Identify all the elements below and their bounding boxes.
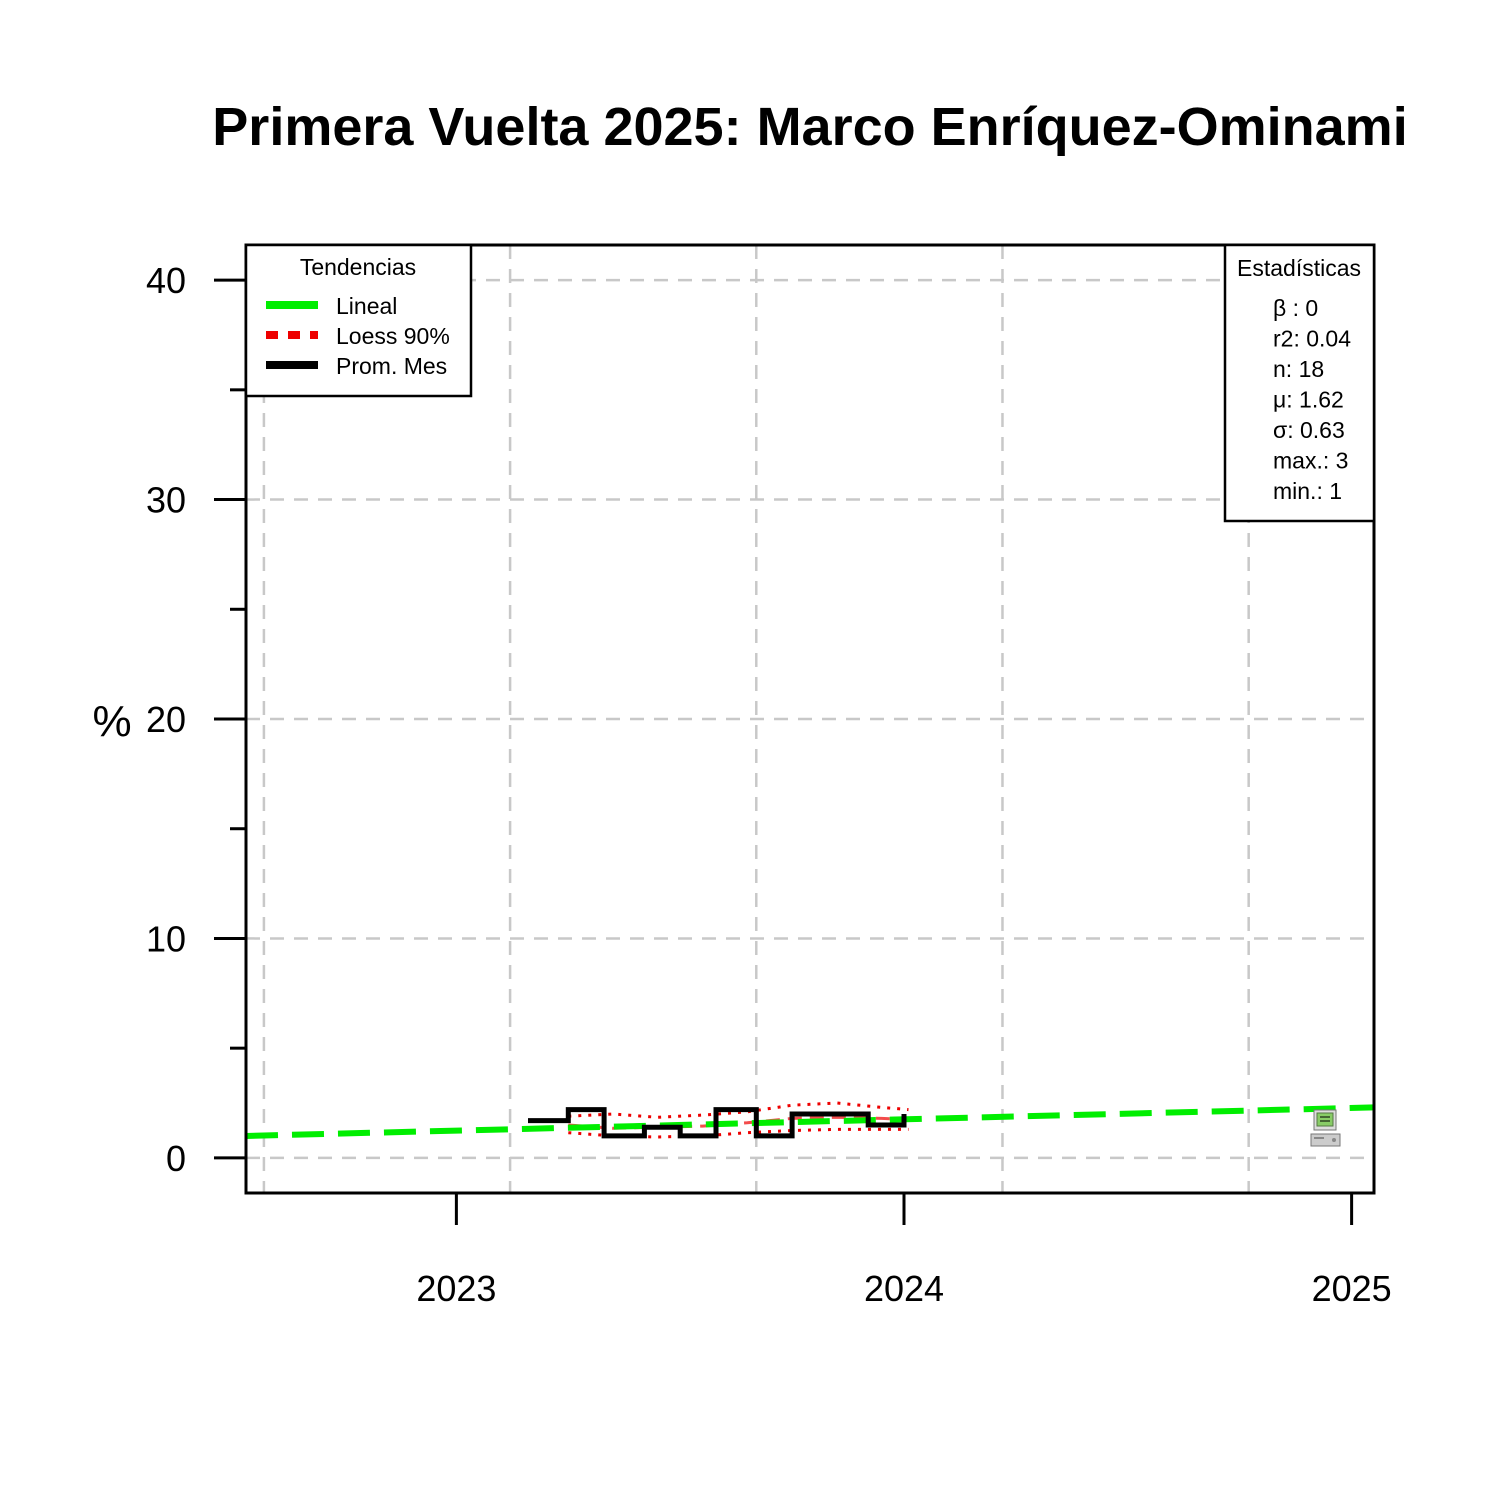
y-tick-label: 30: [146, 480, 186, 521]
stats-line: σ: 0.63: [1273, 417, 1345, 443]
x-tick-label: 2023: [416, 1268, 496, 1309]
grid: [246, 245, 1374, 1193]
y-axis-label: %: [92, 697, 131, 746]
monthly-average: [528, 1107, 907, 1139]
y-tick-label: 20: [146, 699, 186, 740]
x-tick-label: 2025: [1312, 1268, 1392, 1309]
stats-line: max.: 3: [1273, 448, 1348, 474]
monthly-average-line: [528, 1107, 907, 1139]
y-tick-label: 10: [146, 918, 186, 959]
stats-line: r2: 0.04: [1273, 326, 1351, 352]
y-tick-label: 40: [146, 260, 186, 301]
trend-line: [245, 1104, 1375, 1139]
stats-title: Estadísticas: [1237, 255, 1361, 281]
legend-label: Loess 90%: [336, 323, 450, 349]
trend-line-lineal: [245, 1104, 1375, 1139]
computer-icon: [1310, 1109, 1341, 1147]
stats-box: Estadísticas β : 0 r2: 0.04 n: 18 μ: 1.62 σ:…: [1223, 243, 1376, 523]
legend-title: Tendencias: [300, 254, 416, 280]
y-tick-label: 0: [166, 1138, 186, 1179]
legend-label: Lineal: [336, 293, 397, 319]
legend-label: Prom. Mes: [336, 353, 447, 379]
x-tick-label: 2024: [864, 1268, 944, 1309]
y-axis: 0 10 20 30 40: [146, 260, 248, 1179]
x-axis: 2023 2024 2025: [416, 1193, 1392, 1309]
stats-line: μ: 1.62: [1273, 387, 1344, 413]
legend: Tendencias Lineal Loess 90% Prom. Mes: [244, 243, 473, 398]
stats-line: n: 18: [1273, 356, 1324, 382]
stats-line: min.: 1: [1273, 478, 1342, 504]
stats-line: β : 0: [1273, 295, 1318, 321]
chart-title: Primera Vuelta 2025: Marco Enríquez-Omin…: [212, 97, 1407, 157]
